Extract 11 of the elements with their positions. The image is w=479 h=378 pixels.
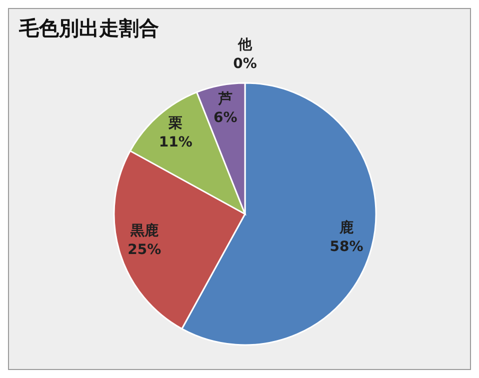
slice-label: 黒鹿 bbox=[129, 222, 158, 240]
data-label: 58% bbox=[330, 239, 364, 256]
data-label: 25% bbox=[128, 242, 162, 258]
data-label: 11% bbox=[158, 134, 192, 150]
slice-label: 栗 bbox=[168, 115, 183, 132]
text: 0% bbox=[233, 56, 257, 72]
slice-label: 鹿 bbox=[338, 219, 354, 236]
slice-label: 芦 bbox=[217, 91, 232, 108]
data-label: 6% bbox=[213, 110, 238, 126]
category-label: 他 bbox=[238, 37, 252, 53]
chart-title: 毛色別出走割合 bbox=[19, 15, 159, 42]
